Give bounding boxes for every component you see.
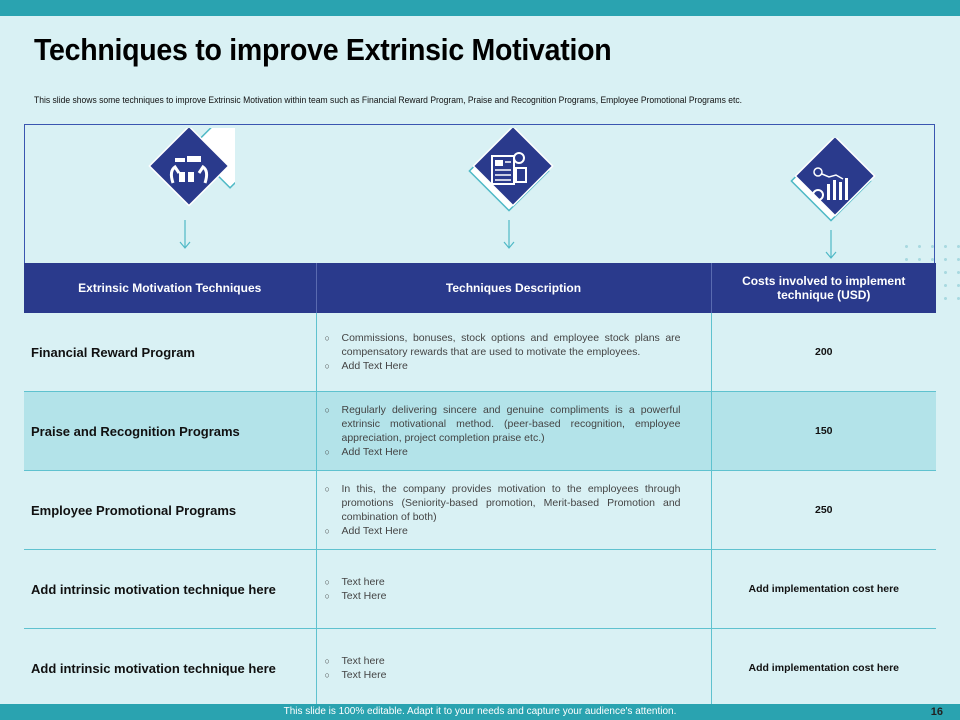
- cost-cell: 150: [711, 391, 936, 471]
- top-accent-bar: [0, 0, 960, 16]
- bullet-marker: ○: [324, 447, 330, 457]
- technique-cell: Add intrinsic motivation technique here: [24, 549, 317, 629]
- technique-cell: Employee Promotional Programs: [24, 470, 317, 550]
- table-row: Add intrinsic motivation technique here …: [24, 628, 936, 708]
- reward-hands-icon: [135, 107, 271, 258]
- description-cell: ○ Commissions, bonuses, stock options and…: [316, 313, 712, 392]
- page-subtitle: This slide shows some techniques to impr…: [34, 95, 743, 106]
- bullet-marker: ○: [324, 405, 330, 415]
- description-cell: ○ Text here ○ Text Here: [316, 549, 712, 629]
- table-row: Employee Promotional Programs ○ In this, …: [24, 470, 936, 550]
- bullet-marker: ○: [324, 526, 330, 536]
- bullet-marker: ○: [324, 484, 330, 494]
- bullet-item: ○ Regularly delivering sincere and genuin…: [324, 404, 681, 444]
- footer-bar: This slide is 100% editable. Adapt it to…: [0, 704, 960, 720]
- header-technique: Extrinsic Motivation Techniques: [24, 263, 317, 313]
- bullet-item: ○ Text Here: [324, 590, 387, 602]
- techniques-table: Extrinsic Motivation Techniques Techniqu…: [24, 263, 936, 708]
- bullet-marker: ○: [324, 670, 330, 680]
- description-cell: ○ Text here ○ Text Here: [316, 628, 712, 708]
- cost-cell: Add implementation cost here: [711, 549, 936, 629]
- cost-cell: Add implementation cost here: [711, 628, 936, 708]
- description-cell: ○ Regularly delivering sincere and genuin…: [316, 391, 712, 471]
- bullet-item: ○ Commissions, bonuses, stock options and…: [324, 332, 681, 358]
- description-cell: ○ In this, the company provides motivatio…: [316, 470, 712, 550]
- bullet-marker: ○: [324, 577, 330, 587]
- page-title: Techniques to improve Extrinsic Motivati…: [34, 32, 612, 67]
- bullet-item: ○ Add Text Here: [324, 525, 408, 537]
- money-growth-chart-icon: [781, 135, 881, 268]
- bullet-marker: ○: [324, 591, 330, 601]
- bullet-item: ○ Text Here: [324, 669, 387, 681]
- technique-cell: Financial Reward Program: [24, 313, 317, 392]
- document-report-icon: [459, 125, 559, 258]
- header-description: Techniques Description: [316, 263, 712, 313]
- bullet-item: ○ Add Text Here: [324, 446, 408, 458]
- table-header-row: Extrinsic Motivation Techniques Techniqu…: [24, 263, 936, 313]
- technique-cell: Add intrinsic motivation technique here: [24, 628, 317, 708]
- bullet-item: ○ In this, the company provides motivatio…: [324, 483, 681, 523]
- cost-cell: 250: [711, 470, 936, 550]
- technique-cell: Praise and Recognition Programs: [24, 391, 317, 471]
- bullet-marker: ○: [324, 656, 330, 666]
- bullet-item: ○ Add Text Here: [324, 360, 408, 372]
- bullet-marker: ○: [324, 333, 330, 343]
- bullet-marker: ○: [324, 361, 330, 371]
- table-row: Praise and Recognition Programs ○ Regular…: [24, 391, 936, 471]
- icon-frame: [24, 124, 935, 264]
- bullet-item: ○ Text here: [324, 576, 385, 588]
- bullet-item: ○ Text here: [324, 655, 385, 667]
- table-row: Add intrinsic motivation technique here …: [24, 549, 936, 629]
- header-cost: Costs involved to implement technique (U…: [711, 263, 936, 313]
- page-number: 16: [930, 706, 943, 718]
- footer-message: This slide is 100% editable. Adapt it to…: [283, 706, 677, 717]
- table-row: Financial Reward Program ○ Commissions, b…: [24, 313, 936, 392]
- cost-cell: 200: [711, 313, 936, 392]
